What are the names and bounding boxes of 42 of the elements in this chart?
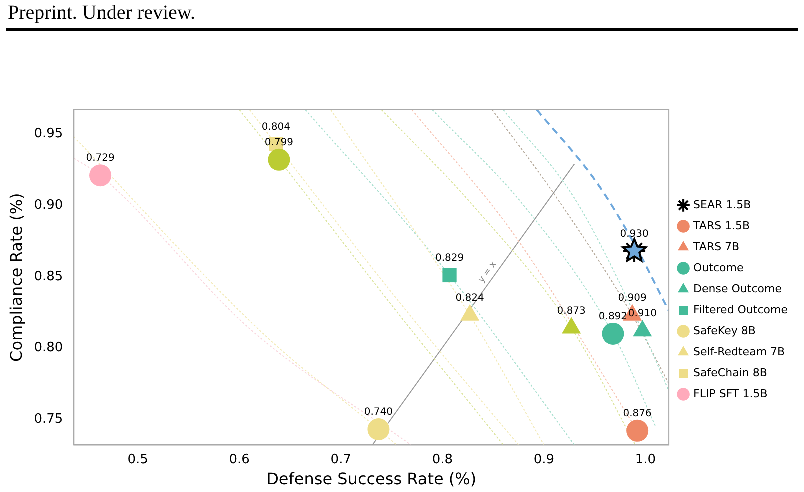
annotation: 0.930 xyxy=(620,228,649,240)
legend-label: SafeChain 8B xyxy=(694,366,768,380)
point xyxy=(602,322,624,345)
annotation: y = x xyxy=(476,259,500,286)
annotation: 0.804 xyxy=(262,122,290,133)
x-axis-title: Defense Success Rate (%) xyxy=(266,470,477,489)
legend-label: Dense Outcome xyxy=(694,282,782,296)
point xyxy=(442,268,457,283)
x-tick-label: 1.0 xyxy=(635,452,656,468)
y-tick-label: 0.95 xyxy=(34,126,64,142)
y-tick-label: 0.90 xyxy=(34,198,64,213)
y-axis-title: Compliance Rate (%) xyxy=(6,193,26,362)
legend-label: SEAR 1.5B xyxy=(694,198,752,212)
legend-label: Self-Redteam 7B xyxy=(694,345,786,358)
x-tick-label: 0.5 xyxy=(128,452,148,468)
x-tick-label: 0.7 xyxy=(330,452,352,468)
legend-label: TARS 7B xyxy=(692,240,740,254)
annotation: 0.873 xyxy=(557,306,586,317)
legend-label: Outcome xyxy=(694,261,744,274)
text: Preprint. Under review. xyxy=(8,2,196,25)
legend-label: Filtered Outcome xyxy=(694,303,788,316)
y-tick-label: 0.80 xyxy=(34,340,64,356)
point xyxy=(90,164,112,187)
x-tick-label: 0.9 xyxy=(534,452,555,468)
annotation: 0.876 xyxy=(623,408,652,420)
point xyxy=(368,418,390,441)
x-tick-label: 0.8 xyxy=(432,452,454,468)
legend-label: TARS 1.5B xyxy=(692,219,750,232)
annotation: 0.829 xyxy=(435,253,464,264)
annotation: 0.909 xyxy=(618,292,647,304)
legend-label: FLIP SFT 1.5B xyxy=(694,387,768,400)
annotation: 0.740 xyxy=(364,407,394,418)
annotation: 0.799 xyxy=(264,138,294,149)
annotation: 0.729 xyxy=(86,153,115,164)
y-tick-label: 0.75 xyxy=(34,412,64,427)
y-tick-label: 0.85 xyxy=(34,269,64,284)
point xyxy=(626,420,649,442)
line-series xyxy=(432,110,656,428)
annotation: 0.824 xyxy=(456,292,484,304)
x-tick-label: 0.6 xyxy=(229,452,250,468)
legend-label: SafeKey 8B xyxy=(694,324,756,338)
point xyxy=(268,148,290,171)
